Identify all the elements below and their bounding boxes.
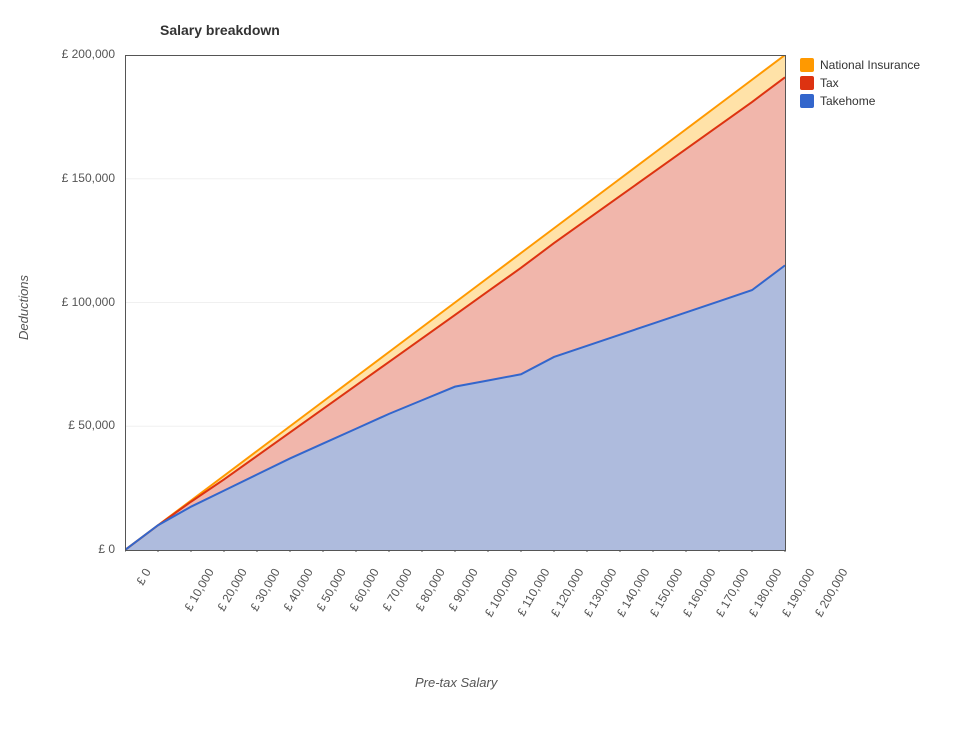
legend-swatch — [800, 58, 814, 72]
x-tick-label: £ 40,000 — [280, 566, 315, 613]
plot-area — [125, 55, 787, 552]
y-tick-label: £ 150,000 — [45, 171, 115, 185]
legend-label: National Insurance — [820, 58, 920, 72]
legend-label: Takehome — [820, 94, 875, 108]
x-tick-label: £ 70,000 — [379, 566, 414, 613]
x-axis-label: Pre-tax Salary — [415, 675, 497, 690]
legend-item: National Insurance — [800, 58, 920, 72]
legend-swatch — [800, 94, 814, 108]
legend-swatch — [800, 76, 814, 90]
y-tick-label: £ 200,000 — [45, 47, 115, 61]
y-axis-label: Deductions — [16, 275, 31, 340]
chart-title: Salary breakdown — [160, 22, 280, 38]
legend: National Insurance Tax Takehome — [800, 58, 920, 112]
x-tick-label: £ 30,000 — [247, 566, 282, 613]
salary-breakdown-chart: Salary breakdown Deductions Pre-tax Sala… — [0, 0, 959, 741]
y-tick-label: £ 100,000 — [45, 295, 115, 309]
x-tick-label: £ 90,000 — [445, 566, 480, 613]
x-tick-label: £ 60,000 — [346, 566, 381, 613]
legend-label: Tax — [820, 76, 839, 90]
x-tick-label: £ 10,000 — [181, 566, 216, 613]
legend-item: Takehome — [800, 94, 920, 108]
legend-item: Tax — [800, 76, 920, 90]
x-tick-label: £ 20,000 — [214, 566, 249, 613]
y-tick-label: £ 50,000 — [45, 418, 115, 432]
x-tick-label: £ 50,000 — [313, 566, 348, 613]
x-tick-label: £ 80,000 — [412, 566, 447, 613]
x-tick-label: £ 200,000 — [812, 566, 851, 619]
x-tick-label: £ 0 — [133, 566, 153, 587]
y-tick-label: £ 0 — [45, 542, 115, 556]
